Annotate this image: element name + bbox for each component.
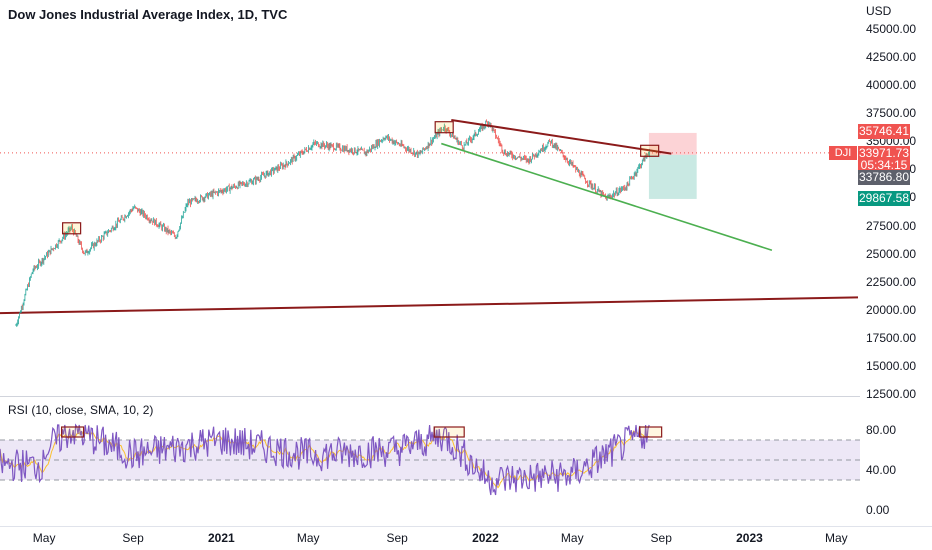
time-tick-label: May — [824, 531, 848, 545]
entry-price-tag: 33786.80 — [858, 170, 910, 185]
rsi-tick-label: 80.00 — [866, 423, 897, 437]
target-price-tag: 35746.41 — [858, 124, 910, 139]
rsi-tick-label: 0.00 — [866, 503, 890, 517]
currency-unit: USD — [866, 4, 892, 18]
countdown-tag: 05:34:15 — [858, 158, 910, 173]
support-trendline — [0, 296, 859, 315]
chart-title: Dow Jones Industrial Average Index, 1D, … — [8, 7, 288, 22]
price-tick-label: 37500.00 — [866, 106, 917, 121]
rsi-indicator-title[interactable]: RSI (10, close, SMA, 10, 2) — [8, 403, 154, 417]
candles-group — [15, 119, 650, 328]
time-tick-label: May — [32, 531, 56, 545]
price-tick-label: 27500.00 — [866, 218, 917, 233]
price-tick-label: 22500.00 — [866, 274, 917, 289]
price-highlight-box — [434, 121, 454, 134]
pane-separator[interactable] — [0, 396, 860, 397]
price-tick-label: 15000.00 — [866, 358, 917, 373]
time-tick-label: Sep — [122, 531, 144, 545]
stop-zone — [648, 154, 697, 199]
price-tick-label: 17500.00 — [866, 330, 917, 345]
price-tick-label: 45000.00 — [866, 22, 917, 36]
price-tick-label: 40000.00 — [866, 78, 917, 93]
time-tick-label: Sep — [650, 531, 672, 545]
rsi-line — [0, 423, 650, 496]
price-highlight-box — [640, 144, 660, 157]
price-highlight-box — [62, 222, 82, 235]
price-tick-label: 20000.00 — [866, 302, 917, 317]
time-tick-label: 2021 — [208, 531, 235, 545]
price-tick-label: 25000.00 — [866, 246, 917, 261]
channel-lower-line — [441, 142, 773, 252]
price-tick-label: 42500.00 — [866, 50, 917, 65]
last-price-tag: 33971.73 — [858, 146, 910, 161]
time-tick-label: 2023 — [736, 531, 763, 545]
stop-price-tag: 29867.58 — [858, 191, 910, 206]
target-zone — [648, 132, 697, 155]
time-tick-label: Sep — [386, 531, 408, 545]
time-tick-label: May — [296, 531, 320, 545]
rsi-tick-label: 40.00 — [866, 463, 897, 477]
time-tick-label: May — [560, 531, 584, 545]
rsi-highlight-box — [433, 426, 465, 438]
price-tick-label: 12500.00 — [866, 387, 917, 401]
rsi-highlight-box — [639, 426, 663, 438]
time-tick-label: 2022 — [472, 531, 499, 545]
time-axis-border — [0, 526, 932, 527]
channel-upper-line — [451, 118, 672, 155]
symbol-tag: DJI — [829, 146, 857, 160]
rsi-highlight-box — [61, 426, 85, 438]
